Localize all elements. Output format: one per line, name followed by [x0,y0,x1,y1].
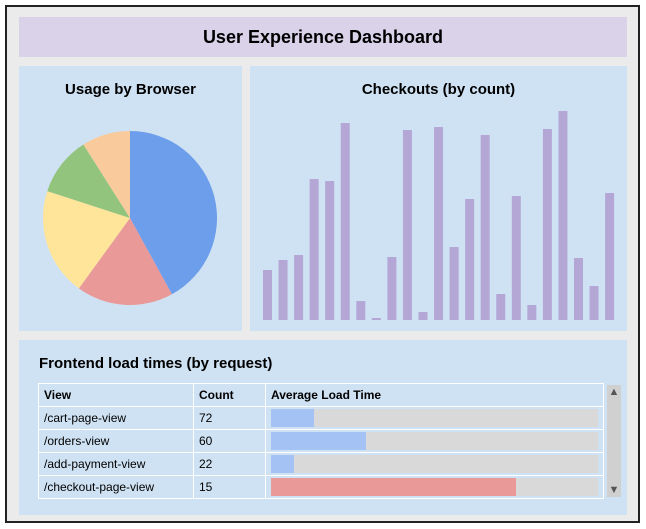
column-view[interactable]: View [38,383,194,407]
checkout-bar [574,258,583,320]
load-times-title: Frontend load times (by request) [39,355,273,372]
checkout-bar [325,181,335,320]
checkout-bar [371,318,381,320]
table-row[interactable]: /add-payment-view 22 [38,452,604,476]
row-count: 15 [193,475,266,499]
checkout-bar [480,135,490,320]
pie-slice [83,131,130,218]
load-time-bar-track [271,409,598,427]
checkout-bar [387,257,397,320]
pie-slice [78,218,172,305]
checkout-bar [418,312,428,320]
checkout-bar [402,130,412,320]
load-time-bar-fill [271,432,366,450]
table-row[interactable]: /checkout-page-view 15 [38,475,604,499]
usage-title: Usage by Browser [65,81,196,98]
checkout-bar [605,193,615,320]
row-load-time [265,406,604,430]
pie-slice [47,144,130,218]
checkout-bar [558,111,568,320]
row-count: 60 [193,429,266,453]
load-time-bar-track [271,478,598,496]
load-time-bar-fill [271,409,314,427]
row-count: 22 [193,452,266,476]
checkout-bar [511,196,521,320]
checkout-bar [496,294,506,320]
row-view: /cart-page-view [38,406,194,430]
scroll-down-icon[interactable]: ▼ [608,484,620,496]
checkout-bar [527,305,537,320]
load-time-bar-fill [271,455,294,473]
table-scrollbar[interactable]: ▲ ▼ [607,385,621,497]
row-view: /add-payment-view [38,452,194,476]
column-count[interactable]: Count [193,383,266,407]
pie-slice [130,131,217,295]
usage-panel: Usage by Browser [19,66,242,331]
checkouts-title: Checkouts (by count) [361,81,516,98]
checkout-bar [340,123,350,320]
row-count: 72 [193,406,266,430]
checkout-bar [309,179,319,320]
checkout-bar [589,286,599,320]
load-time-bar-track [271,432,598,450]
checkout-bar [542,129,552,320]
load-times-panel: Frontend load times (by request) View Co… [19,340,627,515]
load-time-bar-track [271,455,598,473]
checkout-bar [356,301,366,320]
checkout-bar [465,199,475,320]
checkout-bar [278,260,288,320]
checkout-bar [294,255,304,320]
column-load-time[interactable]: Average Load Time [265,383,604,407]
dashboard-title: User Experience Dashboard [19,17,627,57]
usage-pie-chart [43,131,217,305]
row-load-time [265,452,604,476]
scroll-up-icon[interactable]: ▲ [608,386,620,398]
checkout-bar [434,127,444,320]
row-load-time [265,429,604,453]
dashboard-frame: User Experience Dashboard Usage by Brows… [5,5,640,523]
checkouts-panel: Checkouts (by count) [250,66,627,331]
pie-slice [43,191,130,289]
checkout-bar [263,270,272,320]
checkout-bar [449,247,459,320]
row-view: /orders-view [38,429,194,453]
table-row[interactable]: /cart-page-view 72 [38,406,604,430]
checkouts-bar-chart [263,111,615,320]
load-time-bar-fill [271,478,517,496]
row-view: /checkout-page-view [38,475,194,499]
table-header: View Count Average Load Time [38,383,604,407]
load-times-table: View Count Average Load Time /cart-page-… [38,383,604,499]
row-load-time [265,475,604,499]
table-row[interactable]: /orders-view 60 [38,429,604,453]
